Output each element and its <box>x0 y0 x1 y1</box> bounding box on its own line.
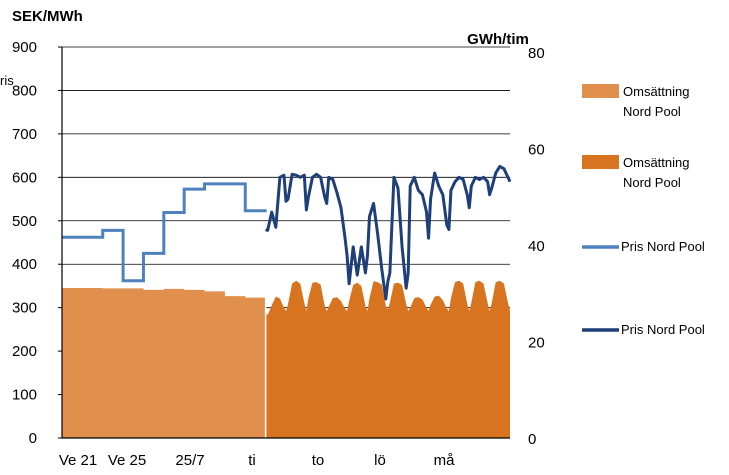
price-lines <box>62 164 512 301</box>
volume-area-2 <box>265 280 510 438</box>
right-tick-label: 40 <box>528 238 545 255</box>
axes <box>61 47 510 439</box>
left-tick-label: 100 <box>12 387 37 404</box>
x-tick-label: 25/7 <box>175 452 204 469</box>
x-tick-label: må <box>434 452 455 469</box>
legend-label: Omsättning <box>623 155 689 170</box>
legend-swatch <box>582 84 619 98</box>
legend-swatch <box>582 155 619 169</box>
legend-label: Nord Pool <box>623 175 681 190</box>
left-tick-label: 400 <box>12 256 37 273</box>
price-line-weekly <box>62 182 267 283</box>
x-tick-label: Ve 21 <box>59 452 97 469</box>
left-tick-label: 700 <box>12 126 37 143</box>
left-tick-label: 600 <box>12 169 37 186</box>
x-tick-label: Ve 25 <box>108 452 146 469</box>
right-tick-label: 20 <box>528 335 545 352</box>
left-tick-label: 500 <box>12 213 37 230</box>
left-axis-ticks: 0 100 200 300 400 500 600 700 800 900 <box>12 39 62 447</box>
left-edge-fragment: ris <box>0 73 14 88</box>
right-tick-label: 80 <box>528 45 545 62</box>
legend: Omsättning Nord Pool Omsättning Nord Pool Pr… <box>582 84 705 337</box>
legend-label: Nord Pool <box>623 104 681 119</box>
x-tick-label: to <box>312 452 325 469</box>
right-axis-unit: GWh/tim <box>467 31 529 48</box>
left-tick-label: 200 <box>12 343 37 360</box>
volume-areas <box>62 280 510 438</box>
left-axis-unit: SEK/MWh <box>12 8 83 25</box>
price-line-hourly <box>265 164 512 301</box>
x-tick-label: lö <box>374 452 386 469</box>
left-tick-label: 300 <box>12 300 37 317</box>
x-tick-label: ti <box>248 452 256 469</box>
volume-area-1 <box>62 287 266 438</box>
legend-label: Omsättning <box>623 84 689 99</box>
legend-label: Pris Nord Pool <box>621 322 705 337</box>
left-tick-label: 0 <box>29 430 37 447</box>
right-tick-label: 0 <box>528 431 536 448</box>
x-axis-ticks: Ve 21 Ve 25 25/7 ti to lö må <box>59 452 455 469</box>
left-tick-label: 900 <box>12 39 37 56</box>
right-axis-ticks: 0 20 40 60 80 <box>528 45 545 448</box>
right-tick-label: 60 <box>528 142 545 159</box>
legend-label: Pris Nord Pool <box>621 239 705 254</box>
left-tick-label: 800 <box>12 82 37 99</box>
